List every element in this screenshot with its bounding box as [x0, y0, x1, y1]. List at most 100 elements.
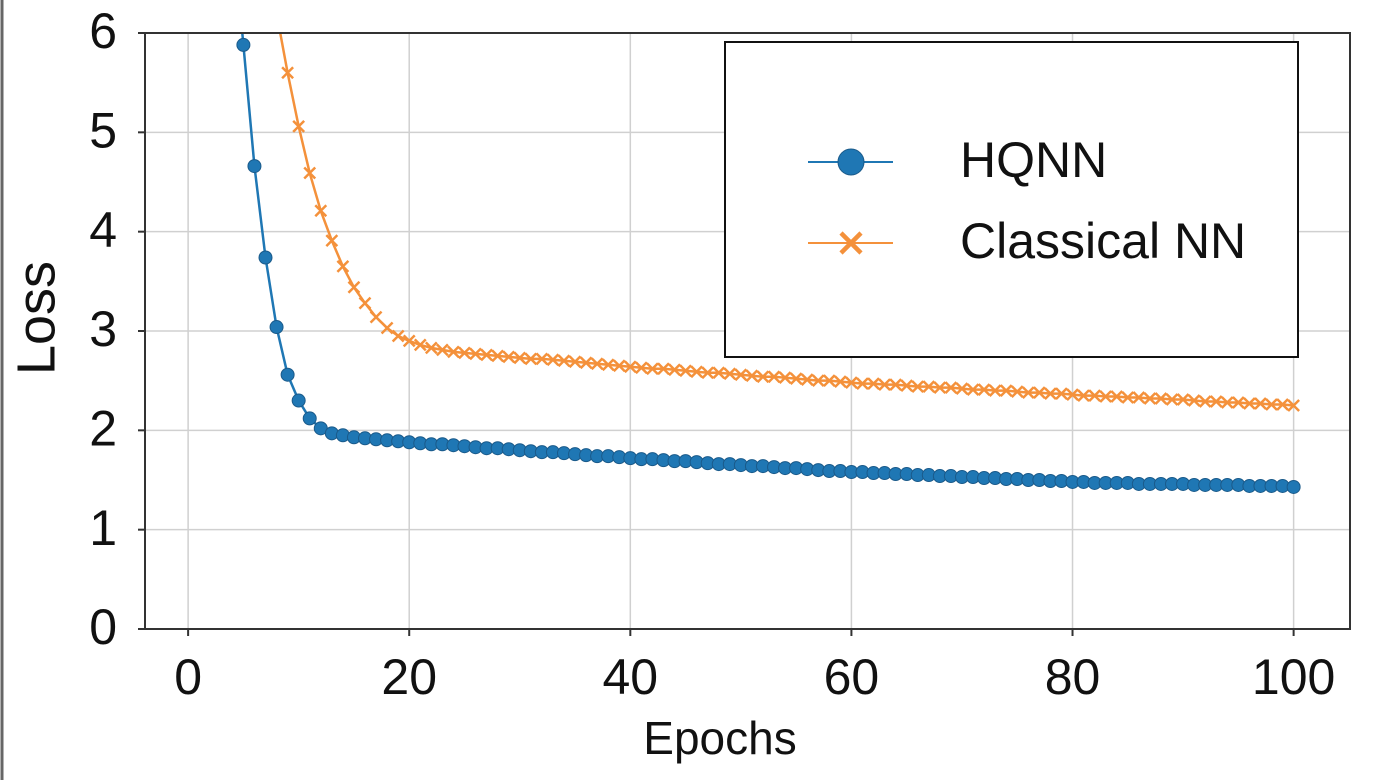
- marker: [1132, 391, 1146, 404]
- y-tick-label: 3: [89, 301, 117, 357]
- marker: [878, 378, 891, 392]
- marker: [988, 384, 1002, 397]
- marker: [1220, 396, 1234, 409]
- marker: [900, 379, 914, 393]
- marker: [579, 356, 593, 370]
- marker: [723, 367, 737, 381]
- marker: [1154, 392, 1168, 405]
- marker: [800, 373, 814, 387]
- marker: [1209, 395, 1223, 408]
- marker: [679, 364, 692, 378]
- marker: [391, 329, 405, 343]
- marker: [1287, 399, 1300, 412]
- marker: [999, 384, 1013, 397]
- marker: [966, 383, 980, 396]
- marker: [557, 354, 571, 368]
- legend-label: HQNN: [960, 132, 1107, 188]
- marker: [845, 376, 858, 390]
- marker: [358, 296, 372, 310]
- marker: [302, 411, 317, 426]
- marker: [833, 375, 847, 389]
- marker: [1143, 392, 1157, 405]
- marker: [524, 352, 538, 366]
- marker: [1055, 387, 1068, 400]
- marker: [292, 119, 306, 133]
- x-tick-label: 0: [174, 649, 202, 705]
- legend-label: Classical NN: [960, 213, 1246, 269]
- x-tick-label: 80: [1045, 649, 1101, 705]
- x-tick-label: 100: [1252, 649, 1335, 705]
- marker: [1044, 387, 1057, 400]
- marker: [1077, 389, 1090, 402]
- x-tick-label: 40: [603, 649, 659, 705]
- marker: [436, 343, 449, 357]
- marker: [955, 382, 969, 395]
- marker: [1254, 397, 1267, 410]
- marker: [1198, 395, 1212, 408]
- marker: [634, 361, 648, 375]
- marker: [922, 380, 936, 394]
- marker: [314, 204, 328, 218]
- marker: [767, 370, 781, 384]
- marker: [1010, 385, 1024, 398]
- marker: [1265, 398, 1278, 411]
- y-tick-label: 1: [89, 500, 117, 556]
- y-tick-label: 0: [89, 599, 117, 655]
- x-tick-label: 60: [824, 649, 880, 705]
- marker: [1066, 388, 1079, 401]
- marker: [480, 348, 493, 362]
- marker: [734, 368, 748, 382]
- legend-box: [724, 41, 1299, 358]
- marker: [1032, 386, 1046, 399]
- marker: [712, 366, 726, 380]
- marker: [933, 381, 947, 394]
- marker: [701, 366, 715, 380]
- marker: [424, 341, 438, 355]
- marker: [413, 338, 427, 352]
- marker: [756, 370, 770, 384]
- marker: [502, 350, 516, 364]
- marker: [347, 280, 361, 294]
- marker: [1231, 396, 1245, 409]
- marker: [1021, 386, 1035, 399]
- marker: [1121, 391, 1135, 404]
- marker: [281, 66, 294, 80]
- x-axis-label: Epochs: [643, 712, 796, 764]
- marker: [778, 371, 792, 385]
- marker: [822, 374, 836, 388]
- marker: [447, 345, 460, 359]
- marker: [1099, 390, 1113, 403]
- marker: [258, 250, 273, 265]
- marker: [325, 234, 339, 247]
- marker: [380, 321, 394, 335]
- marker: [590, 357, 604, 371]
- marker: [889, 378, 903, 392]
- marker: [546, 353, 560, 367]
- x-tick-label: 20: [381, 649, 437, 705]
- marker: [568, 355, 582, 369]
- marker: [469, 347, 482, 361]
- marker: [745, 369, 759, 383]
- y-tick-label: 4: [89, 202, 117, 258]
- marker: [535, 352, 549, 366]
- marker: [911, 380, 925, 394]
- y-tick-label: 2: [89, 401, 117, 457]
- marker: [369, 310, 383, 324]
- marker: [280, 367, 295, 382]
- marker: [1286, 479, 1301, 494]
- legend: HQNN Classical NN: [724, 41, 1299, 358]
- marker: [668, 363, 681, 377]
- marker: [867, 377, 880, 391]
- marker: [1276, 398, 1289, 411]
- y-tick-label: 5: [89, 103, 117, 159]
- marker: [291, 393, 306, 408]
- marker: [856, 377, 869, 391]
- marker: [247, 159, 262, 174]
- plot-area: [236, 33, 1301, 494]
- marker: [657, 362, 670, 376]
- marker: [623, 360, 637, 374]
- marker: [837, 148, 865, 176]
- marker: [1110, 390, 1124, 403]
- marker: [977, 383, 991, 396]
